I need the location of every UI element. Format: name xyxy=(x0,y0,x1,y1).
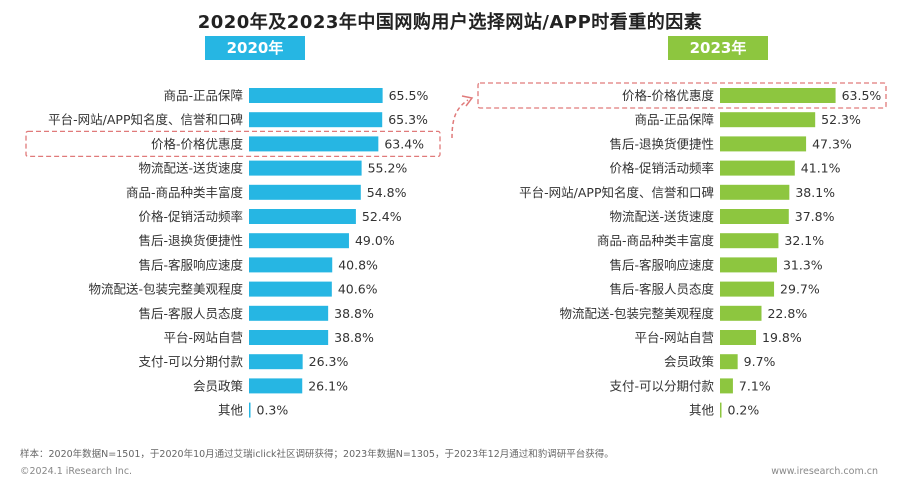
bar-2020-10 xyxy=(249,330,329,345)
highlight-box-2023 xyxy=(477,82,887,109)
category-label-2020-12: 会员政策 xyxy=(193,378,244,393)
value-label-2023-5: 37.8% xyxy=(795,209,835,224)
value-label-2023-7: 31.3% xyxy=(783,257,823,272)
copyright: ©2024.1 iResearch Inc. xyxy=(20,466,133,477)
category-label-2023-9: 物流配送-包装完整美观程度 xyxy=(559,306,714,321)
category-label-2020-13: 其他 xyxy=(218,403,244,418)
category-label-2023-7: 售后-客服响应速度 xyxy=(609,257,714,272)
category-label-2020-4: 商品-商品种类丰富度 xyxy=(126,185,244,200)
category-label-2023-13: 其他 xyxy=(689,403,715,418)
category-label-2020-11: 支付-可以分期付款 xyxy=(138,354,243,369)
value-label-2020-7: 40.8% xyxy=(338,257,378,272)
value-label-2023-9: 22.8% xyxy=(767,306,807,321)
category-label-2023-2: 售后-退换货便捷性 xyxy=(609,136,714,151)
bar-2020-0 xyxy=(249,88,383,103)
highlight-annotations xyxy=(25,82,887,158)
chart-title: 2020年及2023年中国网购用户选择网站/APP时看重的因素 xyxy=(197,12,703,33)
category-label-2023-4: 平台-网站/APP知名度、信誉和口碑 xyxy=(519,185,714,200)
value-label-2020-0: 65.5% xyxy=(389,88,429,103)
value-label-2023-12: 7.1% xyxy=(739,378,771,393)
category-label-2023-12: 支付-可以分期付款 xyxy=(609,378,714,393)
value-label-2023-10: 19.8% xyxy=(762,330,802,345)
highlight-arrowhead xyxy=(461,95,474,107)
category-label-2023-5: 物流配送-送货速度 xyxy=(609,209,714,224)
bar-2020-8 xyxy=(249,281,332,297)
value-label-2020-8: 40.6% xyxy=(338,282,378,297)
category-label-2023-0: 价格-价格优惠度 xyxy=(622,88,715,103)
value-label-2023-4: 38.1% xyxy=(795,185,835,200)
footnote: 样本：2020年数据N=1501，于2020年10月通过艾瑞iclick社区调研… xyxy=(20,449,614,460)
value-label-2020-2: 63.4% xyxy=(384,136,424,151)
category-label-2020-9: 售后-客服人员态度 xyxy=(138,306,243,321)
bar-2020-1 xyxy=(249,112,383,128)
value-label-2023-1: 52.3% xyxy=(821,112,861,127)
bar-2020-11 xyxy=(249,354,303,370)
category-label-2023-8: 售后-客服人员态度 xyxy=(609,282,714,297)
category-label-2020-1: 平台-网站/APP知名度、信誉和口碑 xyxy=(48,112,243,127)
bar-2023-5 xyxy=(720,209,789,224)
category-label-2020-8: 物流配送-包装完整美观程度 xyxy=(88,282,243,297)
value-label-2020-10: 38.8% xyxy=(334,330,374,345)
bar-2023-3 xyxy=(720,160,795,176)
bar-2020-5 xyxy=(249,209,356,224)
category-label-2020-3: 物流配送-送货速度 xyxy=(138,161,243,176)
bar-2023-13 xyxy=(720,402,722,418)
bar-2023-0 xyxy=(720,88,836,103)
value-label-2020-6: 49.0% xyxy=(355,233,395,248)
bar-2023-10 xyxy=(720,330,757,345)
bar-2020-12 xyxy=(249,378,303,394)
category-label-2020-10: 平台-网站自营 xyxy=(163,330,243,345)
bar-2020-4 xyxy=(249,184,361,200)
category-label-2020-2: 价格-价格优惠度 xyxy=(151,136,244,151)
value-label-2023-0: 63.5% xyxy=(842,88,882,103)
bar-2020-6 xyxy=(249,233,349,249)
category-label-2023-6: 商品-商品种类丰富度 xyxy=(597,233,715,248)
bar-2020-13 xyxy=(249,402,251,418)
category-label-2020-7: 售后-客服响应速度 xyxy=(138,257,243,272)
bar-2020-7 xyxy=(249,257,333,273)
category-label-2023-1: 商品-正品保障 xyxy=(634,112,714,127)
category-label-2020-0: 商品-正品保障 xyxy=(163,88,243,103)
bar-2020-3 xyxy=(249,160,362,176)
bar-2023-9 xyxy=(720,305,762,321)
value-label-2020-5: 52.4% xyxy=(362,209,402,224)
category-label-2023-3: 价格-促销活动频率 xyxy=(609,161,714,176)
bar-2020-2 xyxy=(249,136,379,152)
value-label-2020-4: 54.8% xyxy=(367,185,407,200)
year-badge-2020: 2020年 xyxy=(205,36,305,60)
bar-2023-1 xyxy=(720,112,816,128)
category-label-2020-6: 售后-退换货便捷性 xyxy=(138,233,243,248)
value-label-2020-13: 0.3% xyxy=(257,403,289,418)
website: www.iresearch.com.cn xyxy=(771,466,878,477)
value-label-2020-11: 26.3% xyxy=(309,354,349,369)
bar-2020-9 xyxy=(249,305,329,321)
value-label-2020-12: 26.1% xyxy=(308,378,348,393)
bar-2023-2 xyxy=(720,136,807,152)
value-label-2020-9: 38.8% xyxy=(334,306,374,321)
value-label-2023-2: 47.3% xyxy=(812,136,852,151)
value-label-2020-3: 55.2% xyxy=(368,161,408,176)
year-badge-2023: 2023年 xyxy=(668,36,768,60)
bar-2023-8 xyxy=(720,281,775,297)
value-label-2020-1: 65.3% xyxy=(388,112,428,127)
value-label-2023-11: 9.7% xyxy=(744,354,776,369)
chart-2023: 价格-价格优惠度 63.5% 商品-正品保障 52.3% 售后-退换货便捷性 47.3% 价… xyxy=(519,88,881,418)
bar-2023-7 xyxy=(720,257,777,273)
value-label-2023-3: 41.1% xyxy=(801,161,841,176)
value-label-2023-8: 29.7% xyxy=(780,282,820,297)
value-label-2023-6: 32.1% xyxy=(784,233,824,248)
category-label-2023-10: 平台-网站自营 xyxy=(634,330,714,345)
bar-2023-4 xyxy=(720,184,790,200)
category-label-2020-5: 价格-促销活动频率 xyxy=(138,209,243,224)
category-label-2023-11: 会员政策 xyxy=(664,354,715,369)
bar-2023-12 xyxy=(720,378,733,394)
value-label-2023-13: 0.2% xyxy=(728,403,760,418)
bar-2023-11 xyxy=(720,354,738,370)
highlight-arrow xyxy=(451,99,469,139)
highlight-box-2020 xyxy=(25,130,441,158)
chart-2020: 商品-正品保障 65.5% 平台-网站/APP知名度、信誉和口碑 65.3% 价格-价格… xyxy=(48,88,428,418)
bar-2023-6 xyxy=(720,233,779,249)
